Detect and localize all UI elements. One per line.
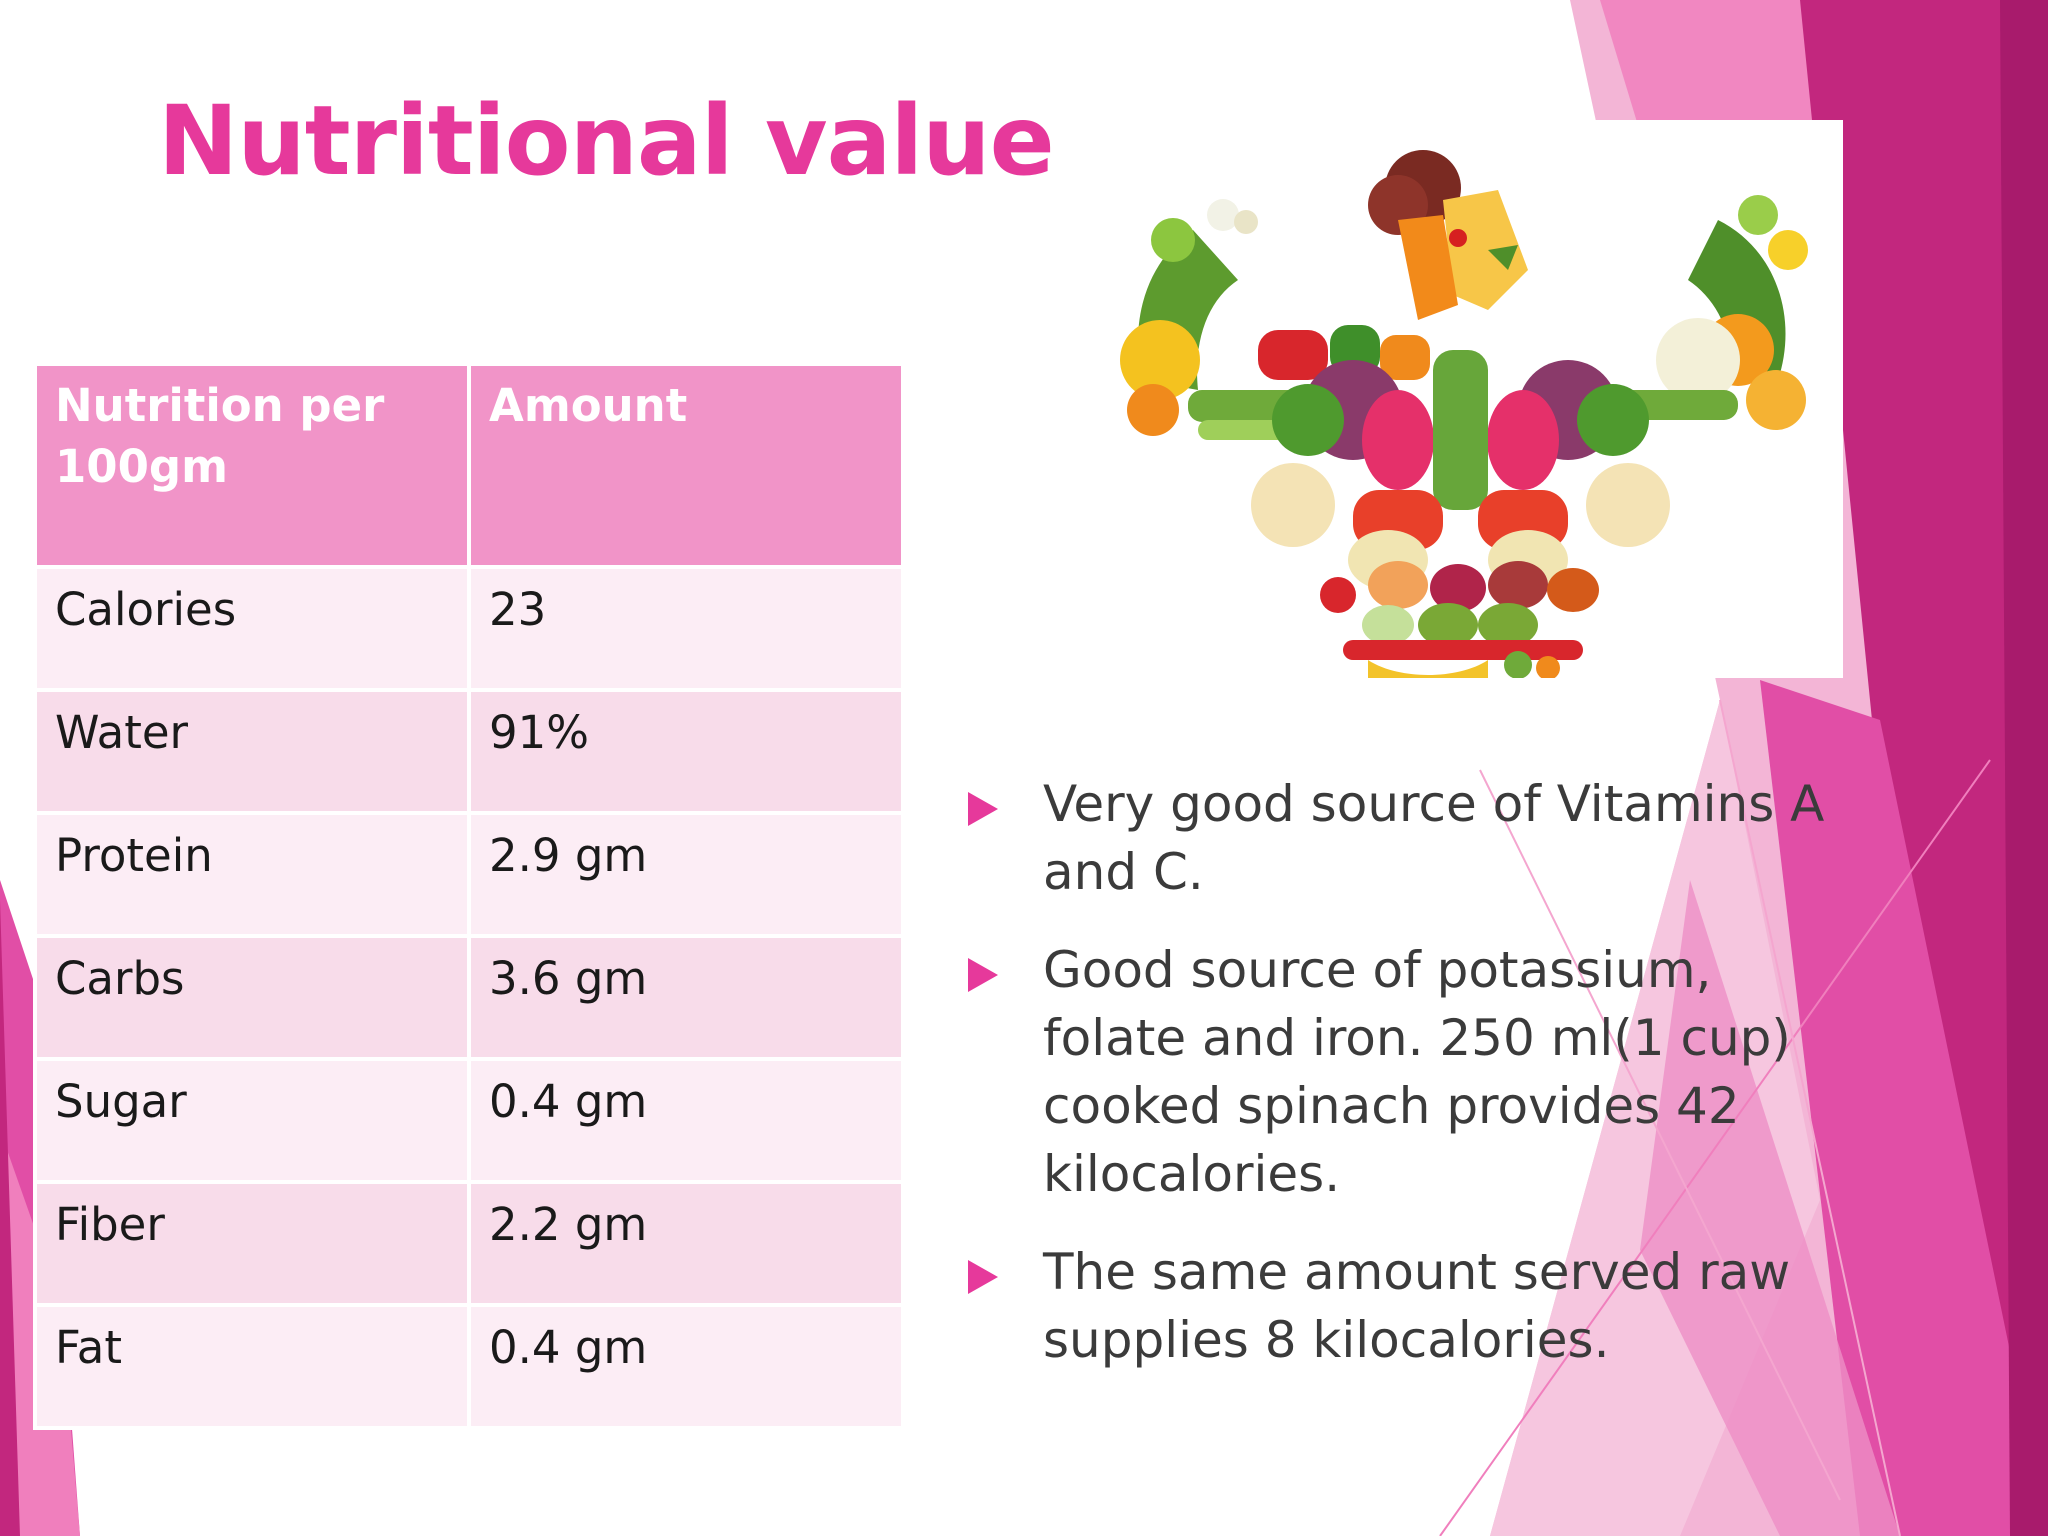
nutrition-table: Nutrition per 100gm Amount Calories 23 W…: [33, 362, 905, 1430]
column-header-amount: Amount: [467, 362, 905, 569]
triangle-bullet-icon: [968, 1260, 998, 1294]
nutrient-cell: Sugar: [33, 1057, 471, 1184]
nutrient-cell: Calories: [33, 565, 471, 692]
table-row: Fiber 2.2 gm: [33, 1180, 905, 1307]
bullet-list: Very good source of Vitamins A and C. Go…: [965, 770, 1845, 1404]
nutrient-cell: Carbs: [33, 934, 471, 1061]
table-row: Carbs 3.6 gm: [33, 934, 905, 1061]
amount-cell: 2.9 gm: [467, 811, 905, 938]
triangle-bullet-icon: [968, 958, 998, 992]
table-row: Calories 23: [33, 565, 905, 692]
slide-title: Nutritional value: [158, 85, 1055, 197]
bullet-item: Good source of potassium, folate and iro…: [965, 936, 1845, 1208]
table-row: Sugar 0.4 gm: [33, 1057, 905, 1184]
table-header-row: Nutrition per 100gm Amount: [33, 362, 905, 569]
vegetable-strongman-illustration: [1120, 150, 1808, 678]
amount-cell: 91%: [467, 688, 905, 815]
table-row: Water 91%: [33, 688, 905, 815]
amount-cell: 0.4 gm: [467, 1303, 905, 1430]
amount-cell: 2.2 gm: [467, 1180, 905, 1307]
amount-cell: 3.6 gm: [467, 934, 905, 1061]
nutrient-cell: Fiber: [33, 1180, 471, 1307]
table-row: Fat 0.4 gm: [33, 1303, 905, 1430]
amount-cell: 23: [467, 565, 905, 692]
bullet-item: Very good source of Vitamins A and C.: [965, 770, 1845, 906]
nutrient-cell: Water: [33, 688, 471, 815]
amount-cell: 0.4 gm: [467, 1057, 905, 1184]
table-row: Protein 2.9 gm: [33, 811, 905, 938]
bullet-text: Good source of potassium, folate and iro…: [1043, 941, 1791, 1203]
nutrient-cell: Protein: [33, 811, 471, 938]
bullet-item: The same amount served raw supplies 8 ki…: [965, 1238, 1845, 1374]
bullet-text: Very good source of Vitamins A and C.: [1043, 775, 1825, 901]
nutrient-cell: Fat: [33, 1303, 471, 1430]
triangle-bullet-icon: [968, 792, 998, 826]
column-header-nutrition: Nutrition per 100gm: [33, 362, 471, 569]
vegetable-figure-image: [1098, 120, 1843, 678]
bullet-text: The same amount served raw supplies 8 ki…: [1043, 1243, 1791, 1369]
